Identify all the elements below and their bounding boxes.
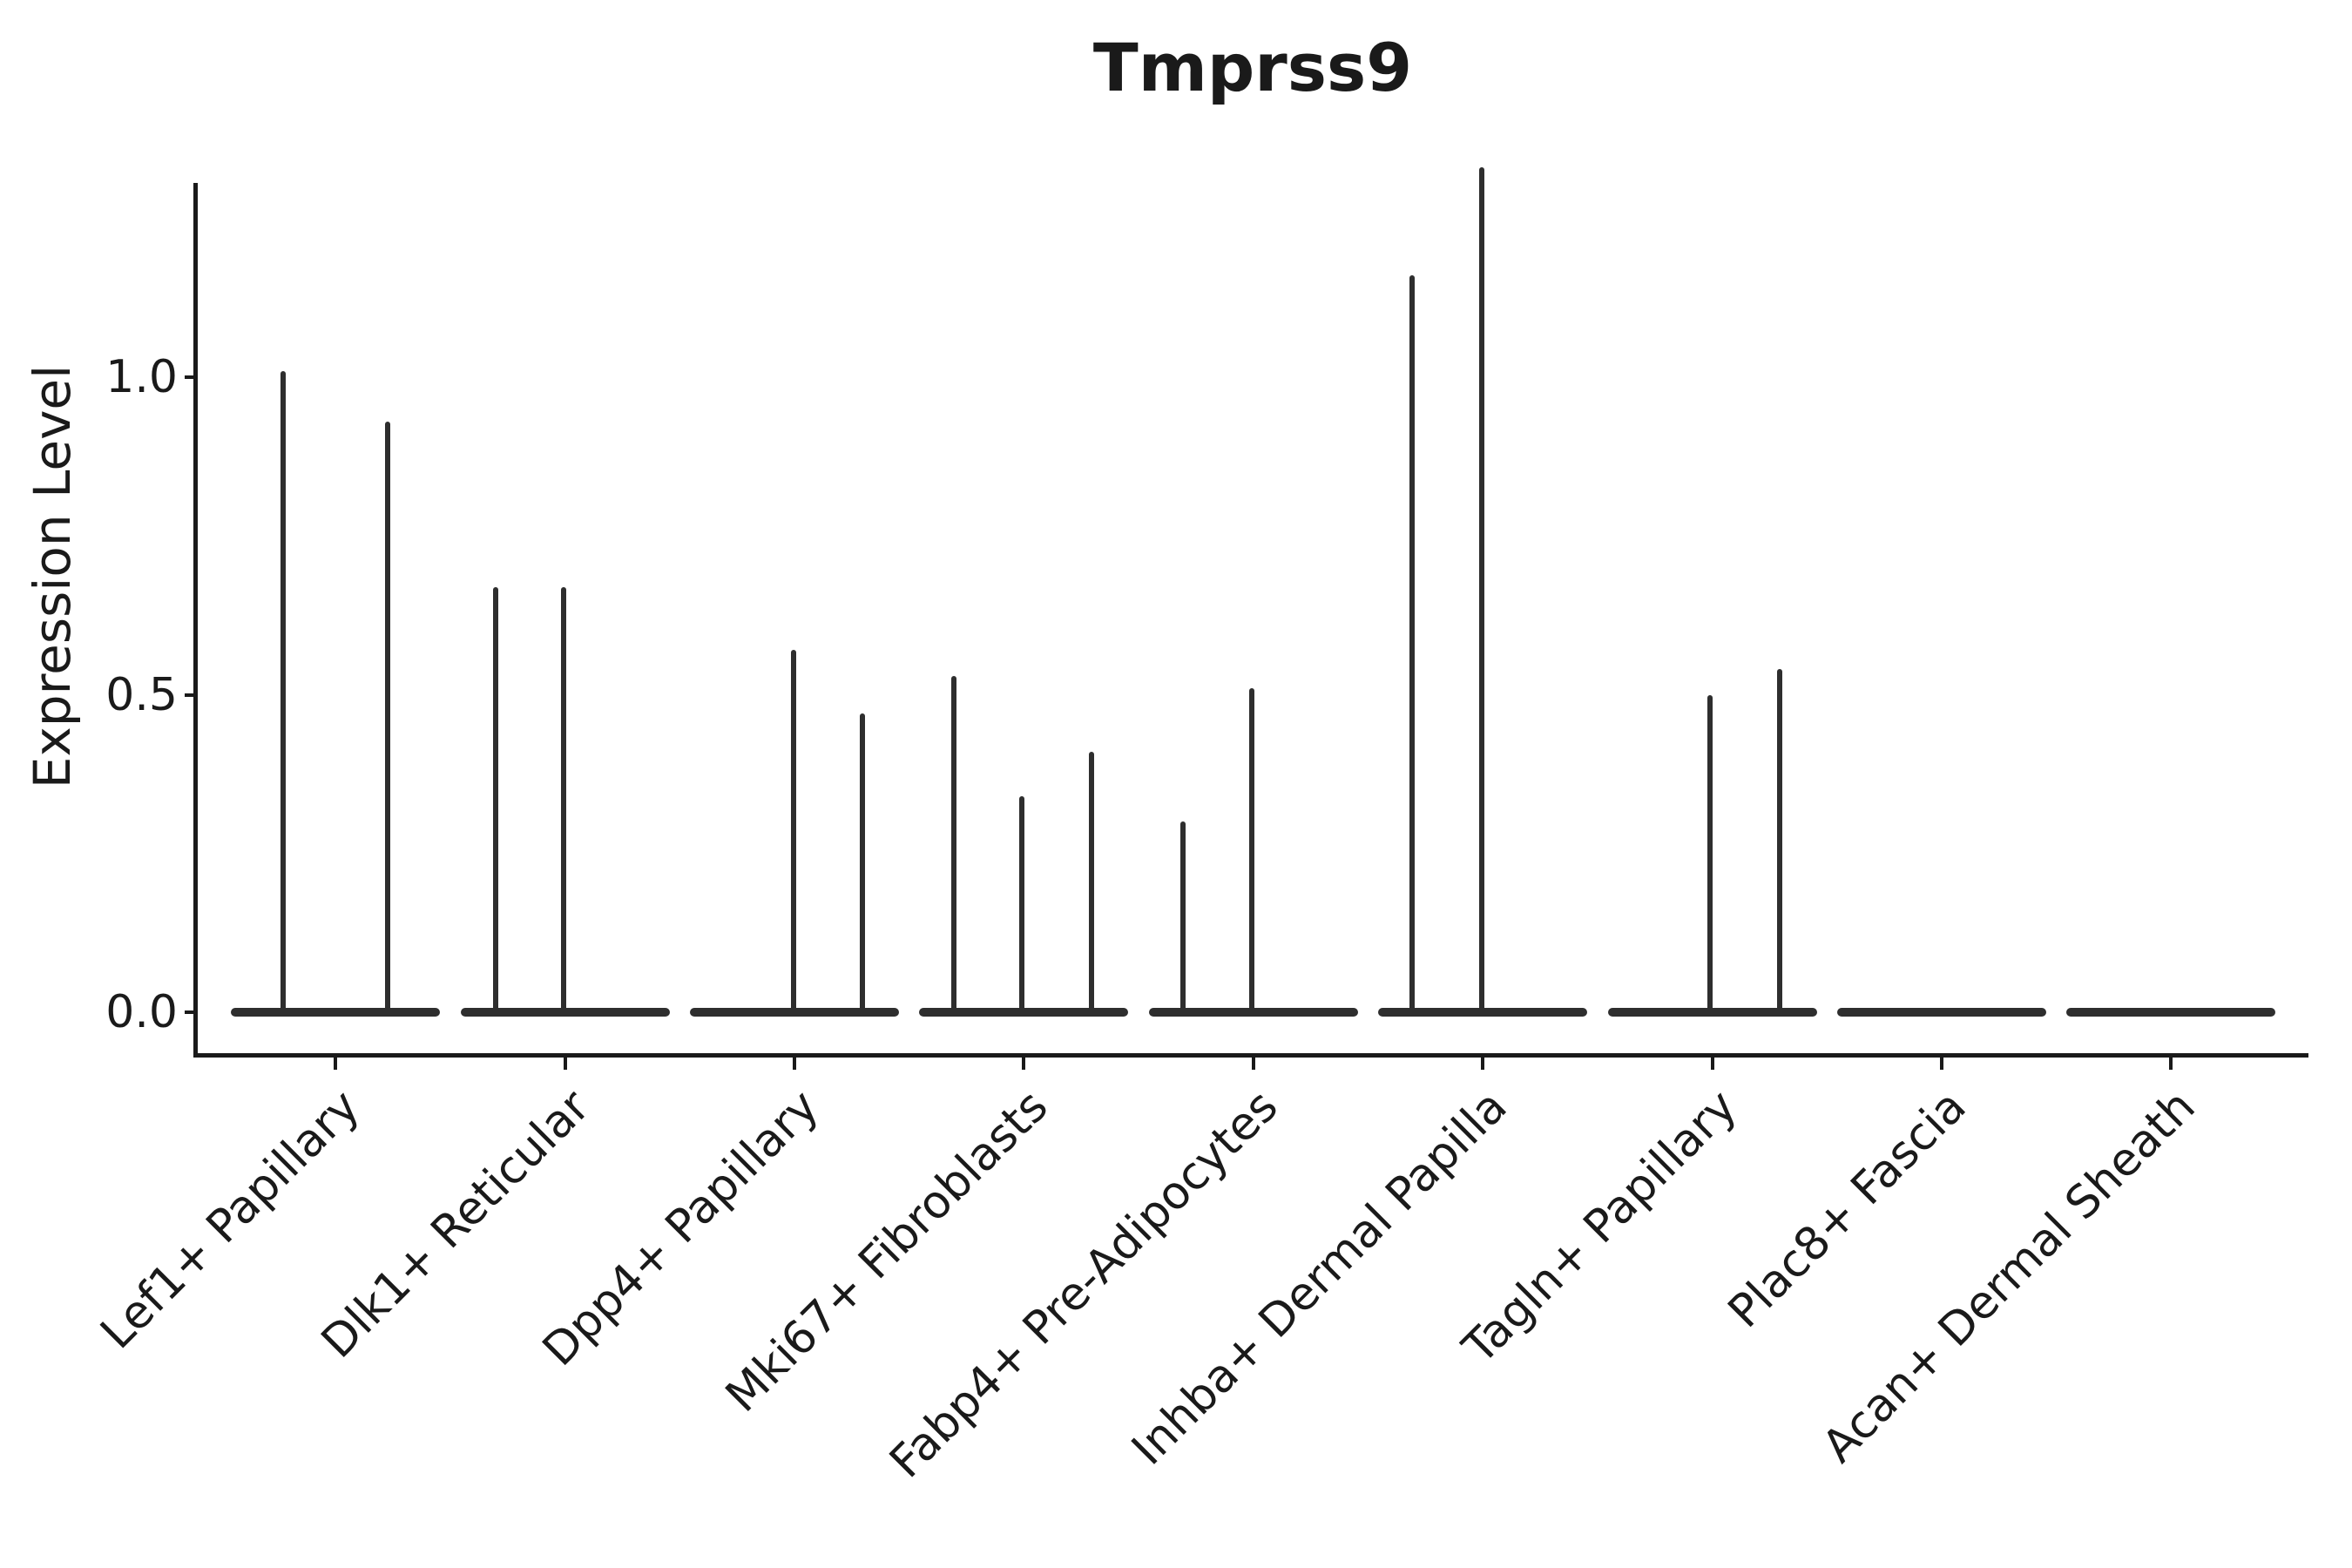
violin-spike [492, 586, 498, 1012]
x-tick [563, 1058, 567, 1070]
violin-spike [560, 586, 566, 1012]
y-tick-label: 1.0 [105, 351, 178, 403]
violin-spike [1776, 669, 1782, 1012]
violin-body [1378, 1008, 1588, 1017]
violin-body [1836, 1008, 2046, 1017]
y-tick [185, 693, 197, 697]
x-tick [1251, 1058, 1255, 1070]
violin-body [919, 1008, 1129, 1017]
violin-spike [951, 675, 957, 1012]
violin-spike [280, 370, 287, 1012]
violin-body [1148, 1008, 1358, 1017]
violin-spike [1707, 694, 1713, 1012]
x-tick [2169, 1058, 2173, 1070]
violin-body [690, 1008, 900, 1017]
x-tick [334, 1058, 338, 1070]
chart-title: Tmprss9 [1092, 29, 1413, 106]
violin-spike [1409, 275, 1416, 1012]
y-axis-label: Expression Level [23, 364, 82, 789]
x-tick [793, 1058, 797, 1070]
y-tick [185, 375, 197, 379]
violin-spike [1479, 167, 1485, 1012]
y-tick [185, 1010, 197, 1014]
x-axis-spine [193, 1053, 2308, 1058]
y-axis-spine [193, 183, 198, 1058]
x-tick [1022, 1058, 1026, 1070]
x-tick [1481, 1058, 1485, 1070]
violin-spike [1248, 688, 1254, 1012]
violin-spike [791, 650, 797, 1012]
y-tick-label: 0.5 [105, 668, 178, 721]
violin-spike [1089, 752, 1095, 1012]
x-tick [1710, 1058, 1714, 1070]
violin-spike [860, 713, 866, 1012]
violin-spike [385, 422, 391, 1012]
violin-spike [1019, 796, 1025, 1012]
violin-body [231, 1008, 441, 1017]
violin-spike [1179, 821, 1186, 1012]
violin-body [1607, 1008, 1817, 1017]
violin-body [460, 1008, 670, 1017]
y-tick-label: 0.0 [105, 986, 178, 1038]
violin-body [2066, 1008, 2276, 1017]
x-tick [1939, 1058, 1943, 1070]
